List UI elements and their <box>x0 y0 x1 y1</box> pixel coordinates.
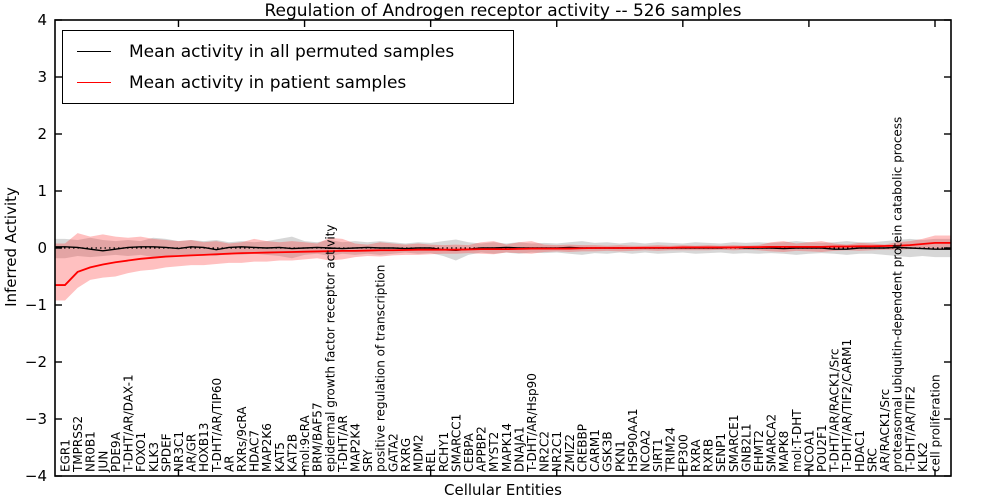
entity-label: AR/RACK1/Src <box>878 389 892 472</box>
legend-item-patient: Mean activity in patient samples <box>77 69 503 96</box>
entity-label: SIRT1 <box>651 438 665 472</box>
entity-label: HDAC1 <box>853 430 867 472</box>
entity-label: CEBPA <box>462 432 476 472</box>
entity-label: positive regulation of transcription <box>374 265 388 472</box>
entity-label: NR2C2 <box>538 431 552 472</box>
patient-line-swatch <box>77 82 111 83</box>
legend-label-patient: Mean activity in patient samples <box>129 72 407 93</box>
entity-label: TMPRSS2 <box>71 416 85 473</box>
y-tick-label: 2 <box>37 125 47 143</box>
entity-label: POU2F1 <box>815 424 829 472</box>
entity-label: MAPK8 <box>777 431 791 472</box>
entity-label: KAT2B <box>285 434 299 472</box>
entity-label: KLK3 <box>147 442 161 472</box>
entity-label: SMARCA2 <box>765 414 779 472</box>
entity-label: RXRA <box>689 439 703 472</box>
entity-label: epidermal growth factor receptor activit… <box>323 225 337 472</box>
entity-label: EP300 <box>676 434 690 472</box>
entity-label: EHMT2 <box>752 430 766 472</box>
entity-label: AR <box>222 455 236 472</box>
entity-label: KAT5 <box>273 442 287 472</box>
entity-label: T-DHT/AR/Hsp90 <box>525 373 539 473</box>
entity-label: MAP2K6 <box>260 423 274 472</box>
entity-label: NR0B1 <box>84 431 98 472</box>
patient-mean-line <box>55 241 951 286</box>
entity-label: PKN1 <box>613 440 627 472</box>
entity-label: REL <box>424 449 438 472</box>
legend: Mean activity in all permuted samples Me… <box>62 30 514 104</box>
entity-label: SRY <box>361 449 375 472</box>
entity-label: NR3C1 <box>172 431 186 472</box>
chart-title: Regulation of Androgen receptor activity… <box>264 1 742 21</box>
x-axis-label: Cellular Entities <box>444 481 562 499</box>
entity-label: MAPK14 <box>500 423 514 472</box>
entity-label: JUN <box>96 451 110 473</box>
entity-label: NCOA2 <box>639 430 653 472</box>
y-tick-label: −3 <box>25 410 47 428</box>
y-tick-label: 4 <box>37 11 47 29</box>
entity-label: proteasomal ubiquitin-dependent protein … <box>891 117 905 472</box>
y-axis-label: Inferred Activity <box>2 187 20 307</box>
entity-label: DNAJA1 <box>512 426 526 472</box>
legend-label-permuted: Mean activity in all permuted samples <box>129 41 455 62</box>
entity-label: cell proliferation <box>929 374 943 472</box>
entity-label: HSP90AA1 <box>626 408 640 472</box>
entity-label: T-DHT/AR/RACK1/Src <box>828 349 842 473</box>
entity-label: MYST2 <box>487 432 501 472</box>
entity-label: T-DHT/AR/TIP60 <box>210 378 224 473</box>
y-tick-label: 1 <box>37 182 47 200</box>
entity-label: CARM1 <box>588 429 602 472</box>
entity-label: HOXB13 <box>197 423 211 472</box>
entity-label: SENP1 <box>714 433 728 472</box>
entity-label: NCOA1 <box>802 430 816 472</box>
entity-label: GNB2L1 <box>739 424 753 472</box>
entity-label: mol:9cRA <box>298 415 312 472</box>
y-tick-label: −4 <box>25 467 47 485</box>
entity-label: EGR1 <box>59 439 73 472</box>
entity-label: T-DHT/AR/DAX-1 <box>122 374 136 473</box>
entity-label: RXRB <box>702 439 716 472</box>
permuted-mean-line <box>55 246 951 252</box>
entity-label: SMARCC1 <box>449 414 463 472</box>
patient-samples-range-band <box>55 233 951 301</box>
entity-label: NR2C1 <box>550 431 564 472</box>
entity-label: T-DHT/AR/TIF2/CARM1 <box>840 339 854 473</box>
entity-label: GSK3B <box>601 431 615 472</box>
entity-label: BRM/BAF57 <box>311 402 325 472</box>
y-tick-label: 0 <box>37 239 47 257</box>
y-tick-label: 3 <box>37 68 47 86</box>
entity-label: AR/GR <box>185 434 199 472</box>
entity-label: KLK2 <box>916 442 930 472</box>
entity-label: APPBP2 <box>475 426 489 472</box>
entity-label: HDAC7 <box>248 430 262 472</box>
entity-label: mol:T-DHT <box>790 409 804 472</box>
entity-label: TRIM24 <box>664 427 678 473</box>
y-tick-label: −1 <box>25 296 47 314</box>
entity-label: CREBBP <box>575 424 589 472</box>
entity-label: ZMIZ2 <box>563 434 577 472</box>
entity-label: PDE9A <box>109 431 123 472</box>
entity-label: SMARCE1 <box>727 414 741 472</box>
entity-label: MAP2K4 <box>349 423 363 472</box>
legend-item-permuted: Mean activity in all permuted samples <box>77 38 503 65</box>
entity-label: RXRs/9cRA <box>235 406 249 472</box>
y-tick-label: −2 <box>25 353 47 371</box>
entity-label: RCHY1 <box>437 432 451 472</box>
entity-label: SRC <box>865 448 879 472</box>
entity-label: MDM2 <box>412 434 426 472</box>
entity-label: RXRG <box>399 438 413 472</box>
entity-label: FOXO1 <box>134 432 148 472</box>
entity-label: SPDEF <box>159 433 173 472</box>
entity-label: T-DHT/AR/TIF2 <box>903 386 917 473</box>
entity-label: T-DHT/AR <box>336 415 350 473</box>
permuted-line-swatch <box>77 51 111 52</box>
entity-label: GATA2 <box>386 433 400 472</box>
